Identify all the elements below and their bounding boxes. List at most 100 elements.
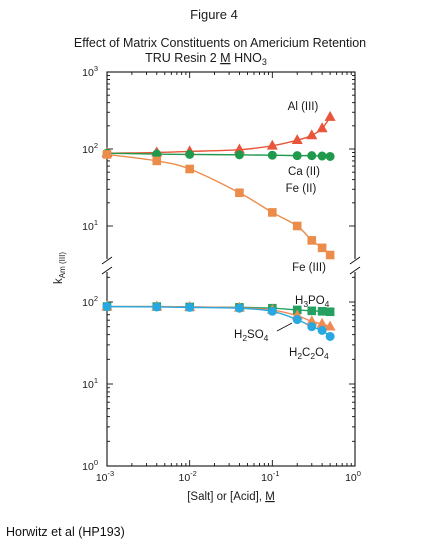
marker-h2c2o4: [325, 331, 335, 341]
y-tick-exp: 1: [94, 218, 98, 227]
marker-h2c2o4: [185, 302, 195, 312]
marker-fe: [152, 156, 162, 166]
marker-al: [324, 110, 336, 121]
marker-ca: [292, 151, 302, 161]
marker-fe: [102, 150, 112, 159]
label-h3po4: H3PO4: [295, 295, 330, 309]
figure-label: Figure 4: [190, 7, 238, 22]
chart-title-line1: Effect of Matrix Constituents on Americi…: [74, 36, 366, 50]
x-tick-label: 10-2: [178, 469, 196, 484]
marker-h2so4: [324, 320, 336, 331]
marker-ca: [267, 150, 277, 160]
axis-break-gap: [103, 259, 111, 272]
h2so4-leader-line: [276, 322, 293, 332]
marker-ca: [325, 151, 335, 161]
y-tick-exp: 2: [94, 294, 98, 303]
h2c2o4-h: H: [289, 347, 297, 359]
y-tick-exp: 0: [94, 458, 98, 467]
x-tick-exp: -3: [108, 469, 115, 478]
h2so4-sub2: 4: [264, 333, 269, 343]
credit-text: Horwitz et al (HP193): [6, 525, 125, 539]
x-tick-exp: -1: [273, 469, 280, 478]
x-tick-base: 10: [96, 472, 108, 484]
h2c2o4-sub2: 2: [310, 351, 315, 361]
x-axis-title-unit: M: [265, 491, 275, 503]
title-suffix: HNO: [231, 51, 263, 65]
y-axis-title-sub: Am (III): [58, 252, 67, 279]
y-tick-label: 101: [82, 376, 98, 391]
label-al-iii: Al (III): [288, 101, 319, 113]
axis-break-gap: [351, 259, 359, 272]
marker-h2c2o4: [152, 302, 162, 312]
series-markers: [101, 110, 336, 341]
label-ca-ii: Ca (II): [288, 166, 320, 178]
label-h2so4: H2SO4: [234, 329, 269, 343]
y-tick-base: 10: [82, 67, 94, 79]
h2so4-h: H: [234, 329, 242, 341]
x-axis-title: [Salt] or [Acid], M: [187, 491, 275, 503]
h3po4-sub1: 3: [303, 299, 308, 309]
marker-h2c2o4: [292, 315, 302, 325]
label-fe-iii: Fe (III): [292, 262, 326, 274]
y-tick-label: 101: [82, 218, 98, 233]
y-tick-label: 102: [82, 294, 98, 309]
y-tick-exp: 2: [94, 141, 98, 150]
h3po4-mid: PO: [308, 295, 325, 307]
title-unit: M: [220, 51, 230, 65]
axis-break-slash: [101, 256, 113, 265]
x-axis-title-prefix: [Salt] or [Acid],: [187, 491, 265, 503]
y-tick-exp: 3: [94, 64, 98, 73]
marker-ca: [317, 151, 327, 161]
marker-fe: [235, 188, 244, 198]
marker-h2c2o4: [267, 306, 277, 316]
marker-h3po4: [325, 307, 335, 317]
marker-al: [316, 122, 328, 133]
marker-al: [266, 139, 278, 150]
x-tick-label: 10-3: [96, 469, 114, 484]
y-tick-base: 10: [82, 221, 94, 233]
marker-fe: [317, 243, 327, 253]
x-tick-label: 10-1: [261, 469, 279, 484]
title-prefix: TRU Resin 2: [145, 51, 220, 65]
marker-al: [291, 134, 303, 145]
x-tick-exp: -2: [190, 469, 197, 478]
y-tick-label: 103: [82, 64, 98, 79]
marker-fe: [307, 236, 317, 245]
marker-h2c2o4: [102, 302, 112, 312]
marker-h3po4: [307, 306, 317, 316]
marker-fe: [185, 164, 194, 174]
marker-ca: [185, 149, 195, 159]
x-tick-base: 10: [345, 472, 357, 484]
marker-h2c2o4: [234, 303, 244, 313]
axis-break-slash: [349, 266, 361, 275]
axis-break-slash: [101, 266, 113, 275]
h3po4-h: H: [295, 295, 303, 307]
axis-break-slash: [349, 256, 361, 265]
title-sub: 3: [262, 57, 267, 67]
y-tick-base: 10: [82, 297, 94, 309]
h2so4-sub1: 2: [242, 333, 247, 343]
x-tick-exp: 0: [357, 469, 361, 478]
marker-h2c2o4: [317, 325, 327, 335]
h2c2o4-mid: C: [302, 347, 310, 359]
axis-ticks: [106, 71, 356, 467]
h2c2o4-mid2: O: [315, 347, 324, 359]
marker-fe: [325, 250, 335, 260]
marker-al: [306, 129, 318, 140]
h3po4-sub2: 4: [325, 299, 330, 309]
y-tick-exp: 1: [94, 376, 98, 385]
h2c2o4-sub3: 4: [324, 351, 329, 361]
label-fe-ii: Fe (II): [286, 183, 317, 195]
y-axis-title-main: k: [53, 278, 65, 284]
x-tick-base: 10: [261, 472, 273, 484]
y-tick-base: 10: [82, 144, 94, 156]
y-tick-base: 10: [82, 461, 94, 473]
marker-fe: [268, 208, 277, 217]
y-tick-label: 100: [82, 458, 98, 473]
h2c2o4-sub1: 2: [297, 351, 302, 361]
label-h2c2o4: H2C2O4: [289, 347, 329, 361]
marker-fe: [292, 221, 302, 231]
x-tick-base: 10: [178, 472, 190, 484]
